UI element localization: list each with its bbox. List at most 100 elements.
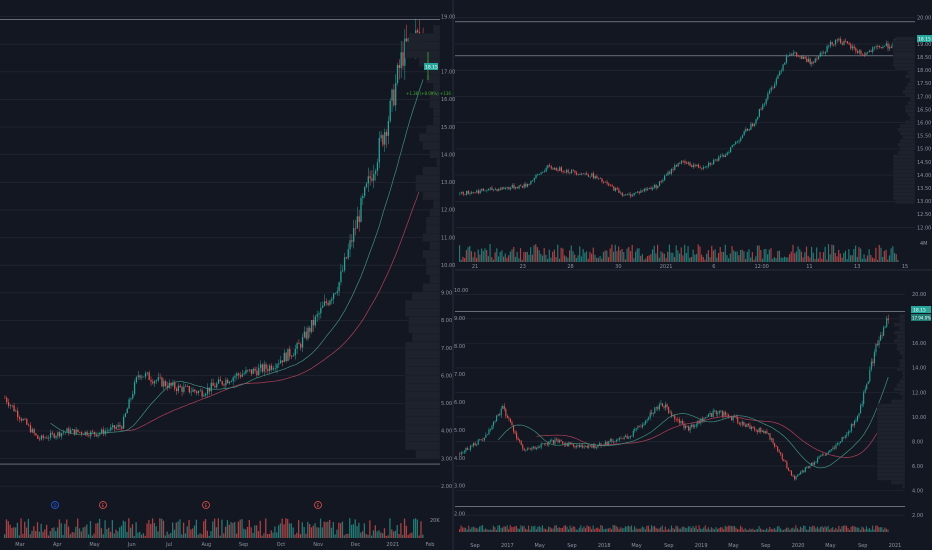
x-tick-label: May bbox=[631, 543, 641, 549]
volume-bar bbox=[287, 518, 289, 538]
candle-body bbox=[655, 184, 657, 188]
volume-bar bbox=[494, 252, 496, 262]
volume-bar bbox=[677, 250, 679, 262]
candle-body bbox=[746, 128, 749, 131]
candle-body bbox=[322, 305, 324, 308]
candle-body bbox=[554, 439, 556, 444]
candle-body bbox=[623, 437, 625, 439]
candle-body bbox=[755, 429, 757, 431]
volume-bar bbox=[146, 523, 148, 538]
bottom-right-chart-pane[interactable]: 20.0016.0014.0012.0010.008.006.004.002.0… bbox=[454, 288, 926, 549]
volume-bar bbox=[816, 247, 818, 262]
candle-body bbox=[312, 319, 315, 326]
candle-body bbox=[591, 173, 593, 177]
volume-bar bbox=[731, 246, 733, 262]
volume-bar bbox=[102, 534, 104, 538]
top-right-chart-pane[interactable]: 20.0019.0018.5018.0017.5017.0016.5016.00… bbox=[455, 16, 931, 270]
candle-body bbox=[546, 443, 548, 445]
candle-body bbox=[248, 369, 251, 371]
candle-body bbox=[657, 406, 659, 410]
x-tick-label: Jul bbox=[165, 542, 172, 548]
candle-body bbox=[373, 173, 375, 181]
candle-body bbox=[798, 474, 800, 476]
volume-bar bbox=[680, 247, 682, 262]
volume-bar bbox=[485, 528, 487, 532]
volume-bar bbox=[615, 525, 617, 532]
volume-bar bbox=[741, 527, 743, 532]
volume-bar bbox=[416, 519, 418, 538]
candle-body bbox=[479, 190, 481, 194]
candle-body bbox=[378, 138, 380, 163]
volume-bar bbox=[728, 258, 730, 262]
volume-bar bbox=[763, 249, 765, 262]
volume-bar bbox=[13, 527, 15, 538]
volume-bar bbox=[212, 521, 214, 538]
volume-profile-bar bbox=[899, 146, 916, 151]
volume-bar bbox=[603, 529, 605, 532]
event-marker-label: D bbox=[53, 503, 56, 508]
volume-bar bbox=[511, 249, 513, 262]
volume-bar bbox=[664, 526, 666, 532]
volume-bar bbox=[62, 534, 64, 538]
y-tick-label: 4.00 bbox=[441, 429, 452, 435]
candle-body bbox=[637, 426, 639, 429]
candle-body bbox=[658, 404, 660, 410]
candle-body bbox=[757, 116, 759, 120]
volume-profile-bar bbox=[909, 97, 916, 102]
volume-bar bbox=[387, 535, 389, 538]
volume-bar bbox=[819, 527, 821, 532]
volume-profile-bar bbox=[896, 342, 906, 347]
volume-bar bbox=[396, 525, 398, 538]
volume-bar bbox=[475, 528, 477, 532]
volume-bar bbox=[246, 526, 249, 538]
candle-body bbox=[59, 432, 61, 437]
volume-profile-bar bbox=[902, 484, 906, 489]
candle-body bbox=[688, 426, 690, 431]
candle-body bbox=[477, 440, 479, 445]
volume-bar bbox=[794, 253, 796, 262]
candle-body bbox=[400, 52, 402, 69]
volume-profile-bar bbox=[902, 375, 906, 380]
volume-bar bbox=[871, 257, 874, 262]
volume-bar bbox=[779, 528, 782, 532]
volume-profile-bar bbox=[899, 358, 906, 364]
volume-bar bbox=[811, 246, 813, 262]
volume-bar bbox=[495, 529, 497, 532]
volume-bar bbox=[839, 253, 841, 262]
candle-body bbox=[761, 430, 763, 432]
volume-bar bbox=[743, 251, 745, 262]
candle-body bbox=[648, 417, 650, 420]
candle-body bbox=[562, 171, 564, 173]
volume-bar bbox=[546, 529, 548, 532]
y-tick-label: 12.00 bbox=[441, 208, 455, 214]
candle-body bbox=[459, 192, 461, 194]
volume-bar bbox=[7, 521, 9, 538]
candle-body bbox=[873, 352, 875, 364]
y-tick-label: 19.00 bbox=[917, 42, 931, 48]
candle-body bbox=[770, 87, 772, 91]
candle-body bbox=[830, 449, 832, 451]
candle-body bbox=[827, 452, 829, 454]
candle-body bbox=[675, 419, 677, 420]
volume-bar bbox=[513, 246, 515, 262]
candle-body bbox=[130, 398, 132, 400]
volume-profile-bar bbox=[418, 133, 441, 142]
volume-bar bbox=[500, 527, 502, 532]
candle-body bbox=[338, 282, 340, 292]
y-tick-label: 12.00 bbox=[912, 390, 926, 396]
volume-bar bbox=[824, 246, 826, 262]
volume-bar bbox=[31, 530, 33, 538]
volume-bar bbox=[558, 258, 561, 262]
left-chart-pane[interactable]: 19.0017.0016.0015.0014.0013.0012.0011.00… bbox=[0, 14, 455, 548]
volume-bar bbox=[875, 247, 877, 262]
candle-body bbox=[404, 38, 406, 66]
volume-bar bbox=[84, 526, 86, 538]
candle-body bbox=[838, 443, 840, 444]
volume-bar bbox=[208, 535, 210, 538]
candle-body bbox=[860, 50, 862, 55]
volume-bar bbox=[604, 250, 606, 262]
volume-bar bbox=[472, 526, 474, 532]
volume-profile-bar bbox=[907, 101, 916, 106]
candle-body bbox=[841, 43, 843, 45]
candle-body bbox=[752, 426, 754, 428]
